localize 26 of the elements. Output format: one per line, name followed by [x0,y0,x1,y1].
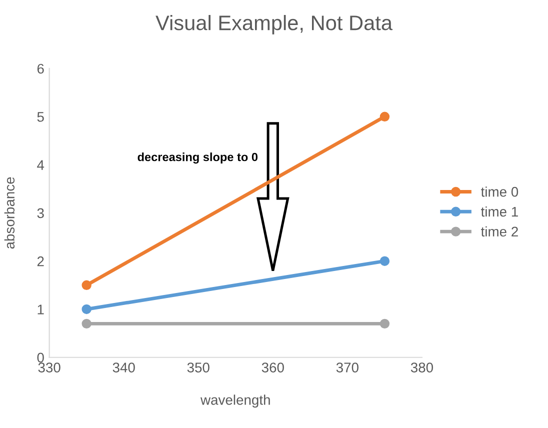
y-tick-label: 5 [37,112,44,122]
y-tick-label: 4 [37,160,44,170]
legend-label: time 1 [481,206,518,217]
y-axis-title: absorbance [4,177,15,249]
y-tick-label: 6 [37,64,44,74]
x-axis-title: wavelength [200,394,270,408]
legend-label: time 2 [481,226,518,237]
point [380,318,390,329]
annotation: decreasing slope to 0 [138,152,258,164]
legend-label: time 0 [481,186,518,197]
x-tick-label: 360 [262,362,284,372]
point [380,112,390,122]
y-tick-label: 0 [37,352,44,363]
y-tick-label: 3 [37,208,44,218]
chart-title: Visual Example, Not Data [156,14,393,34]
point [82,318,92,329]
x-tick-label: 330 [38,362,60,372]
x-tick-label: 370 [336,362,358,372]
point [82,304,92,314]
x-tick-label: 380 [410,362,434,372]
point [380,256,390,266]
y-tick-label: 2 [37,256,44,266]
y-tick-label: 1 [38,304,44,314]
point [82,280,92,290]
x-tick-label: 340 [112,362,135,372]
x-tick-label: 350 [187,362,210,372]
